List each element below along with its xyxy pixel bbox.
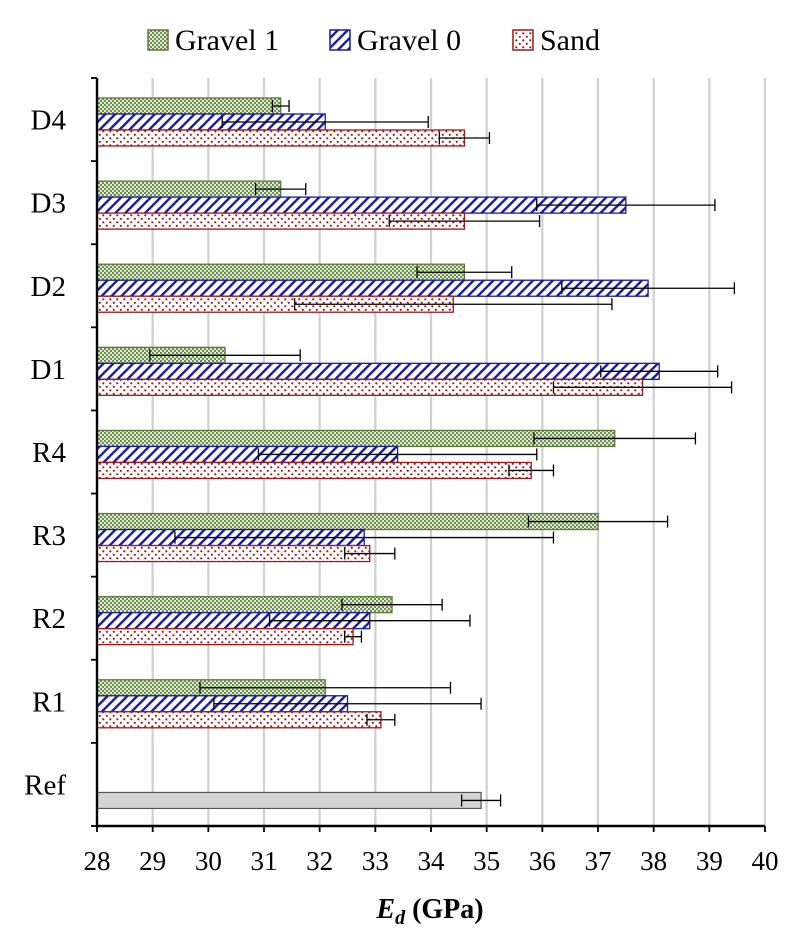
x-axis-title-unit: (GPa)	[405, 894, 484, 925]
x-tick-label: 40	[752, 846, 779, 876]
bar-sand	[96, 461, 532, 480]
category-label: D2	[31, 271, 66, 303]
x-axis-title-main: E	[375, 894, 395, 925]
legend-item: Gravel 0	[329, 24, 461, 57]
x-tick-label: 38	[640, 846, 667, 876]
category-label: D4	[31, 105, 67, 137]
x-tick-label: 33	[362, 846, 389, 876]
category-label: R2	[32, 603, 66, 635]
x-tick-label: 28	[84, 846, 111, 876]
error-bars	[149, 100, 736, 807]
x-tick-label: 39	[696, 846, 723, 876]
legend-swatch	[329, 29, 351, 51]
category-label: Ref	[24, 769, 66, 801]
bar-sand	[96, 628, 354, 646]
x-axis-title-subscript: d	[395, 907, 406, 929]
x-tick-label: 36	[529, 846, 556, 876]
x-tick-label: 35	[473, 846, 500, 876]
category-label: R3	[32, 520, 66, 552]
legend-swatch	[512, 29, 534, 51]
legend: Gravel 1 Gravel 0 Sand	[147, 24, 600, 57]
bar-gravel-1	[96, 97, 282, 115]
bar-gravel-1	[96, 263, 466, 281]
bar-gravel-1	[96, 512, 599, 531]
category-label: D1	[31, 354, 66, 386]
bar-sand	[96, 129, 466, 147]
x-axis-title: Ed (GPa)	[375, 894, 483, 929]
x-tick-label: 32	[306, 846, 333, 876]
legend-label: Gravel 0	[357, 24, 461, 57]
bar-gravel-1	[96, 180, 282, 198]
category-label: R4	[32, 437, 66, 469]
x-tick-label: 31	[251, 846, 278, 876]
bar-ref	[96, 791, 482, 810]
legend-label: Gravel 1	[175, 24, 279, 57]
x-tick-label: 30	[195, 846, 222, 876]
legend-item: Gravel 1	[147, 24, 279, 57]
bar-gravel-0	[96, 362, 660, 380]
legend-label: Sand	[540, 24, 600, 57]
category-label: D3	[31, 188, 66, 220]
x-tick-label: 29	[139, 846, 166, 876]
x-tick-label: 37	[585, 846, 612, 876]
legend-item: Sand	[512, 24, 600, 57]
bar-sand	[96, 711, 382, 729]
bar-sand	[96, 544, 371, 563]
category-label: R1	[32, 686, 66, 718]
legend-swatch	[147, 29, 169, 51]
axes: 28 29 30 31 32 33 34 35 36 37 38 39 40 D4 D3 D2 D1 R4 R3 R2…	[24, 77, 779, 876]
x-tick-label: 34	[418, 846, 446, 876]
